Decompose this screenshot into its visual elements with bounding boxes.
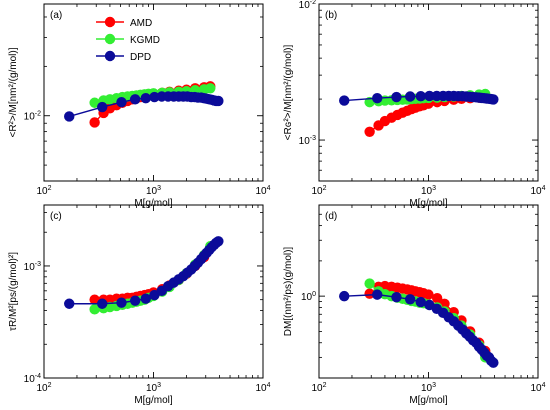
x-tick-label: 104 [530,185,545,197]
legend-label-kgmd: KGMD [130,35,160,46]
x-tick-label: 104 [530,382,545,394]
chart-panel: 102 103 104 10-2 M[g/mol] <R²>/M[nm²/(g/mol)]… [8,3,271,209]
data-point-dpd [116,297,127,308]
data-point-dpd [96,101,108,113]
data-point-kgmd [89,304,100,315]
series-group [64,81,224,128]
legend-label-amd: AMD [130,18,152,29]
data-point-dpd [415,296,426,308]
x-tick-label: 103 [146,382,161,394]
data-point-dpd [404,294,416,305]
data-point-dpd [391,91,402,103]
data-point-dpd [488,357,499,368]
panel-tag: (b) [325,10,337,21]
y-axis-label: <R²>/M[nm²/(g/mol)] [8,47,19,137]
series-group [339,88,499,137]
plot-frame [318,3,539,182]
x-tick-label: 103 [146,185,161,197]
x-axis-label: M[g/mol] [409,198,448,209]
data-point-dpd [404,91,416,102]
data-point-kgmd [205,83,216,94]
y-tick-label: 100 [301,291,316,303]
data-point-dpd [64,111,75,122]
plot-frame [318,204,539,379]
data-point-amd [423,289,434,300]
data-point-amd [364,126,375,137]
panel-tag: (c) [50,211,62,222]
data-point-dpd [371,289,383,300]
y-axis-label: <Rɢ²>/M[nm²/(g/mol)] [283,44,294,140]
legend-marker-dpd [104,50,116,62]
x-tick-label: 104 [255,382,270,394]
data-point-dpd [116,96,127,108]
chart-panel: 102 103 104 100 M[g/mol] DM[(nm²/ps)(g/mol)] (… [283,204,546,406]
data-point-kgmd [364,278,375,289]
data-point-dpd [140,293,151,304]
plot-frame [43,3,264,182]
data-point-dpd [64,298,75,309]
data-point-amd [431,293,443,304]
data-point-dpd [96,298,108,309]
data-point-kgmd [89,97,100,108]
legend-marker-kgmd [104,33,116,45]
data-point-dpd [129,295,141,306]
data-point-dpd [488,94,499,105]
series-group [339,278,499,368]
data-point-dpd [140,92,151,104]
legend-marker-amd [104,16,116,28]
x-axis-label: M[g/mol] [409,395,448,406]
series-group [64,236,224,315]
data-point-dpd [339,290,350,302]
x-tick-label: 103 [421,382,436,394]
x-axis-label: M[g/mol] [134,198,173,209]
chart-panel: 102 103 10410-410-3M[g/mol]τR/M²[ps/(g/mol… [8,204,271,406]
data-point-dpd [415,91,426,102]
y-tick-label: 10-2 [299,0,316,11]
x-tick-label: 102 [36,185,51,197]
x-axis-label: M[g/mol] [134,395,173,406]
data-point-dpd [339,95,350,106]
x-tick-label: 103 [421,185,436,197]
legend: AMD KGMD DPD [96,16,160,63]
y-axis-label: DM[(nm²/ps)(g/mol)] [283,247,294,337]
data-point-amd [364,288,375,299]
x-tick-label: 102 [36,382,51,394]
data-point-dpd [371,93,383,104]
y-tick-label: 10-3 [299,135,316,147]
x-tick-label: 104 [255,185,270,197]
legend-label-dpd: DPD [130,52,151,63]
data-point-dpd [424,90,435,102]
panel-tag: (a) [50,10,62,21]
data-point-dpd [129,94,141,105]
data-point-dpd [391,291,402,303]
x-tick-label: 102 [311,185,326,197]
panel-tag: (d) [325,211,337,222]
y-axis-label: τR/M²[ps/(g/mol)²] [8,252,19,331]
chart-panel: 102 103 104 10-3 10-2 M[g/mol] <Rɢ²>/M[nm²/(g/… [283,0,546,209]
x-tick-label: 102 [311,382,326,394]
data-point-amd [89,117,100,128]
y-tick-label: 10-3 [24,261,41,273]
plot-frame [43,204,264,379]
data-point-dpd [213,236,224,247]
data-point-dpd [213,95,224,107]
y-tick-label: 10-2 [24,111,41,123]
